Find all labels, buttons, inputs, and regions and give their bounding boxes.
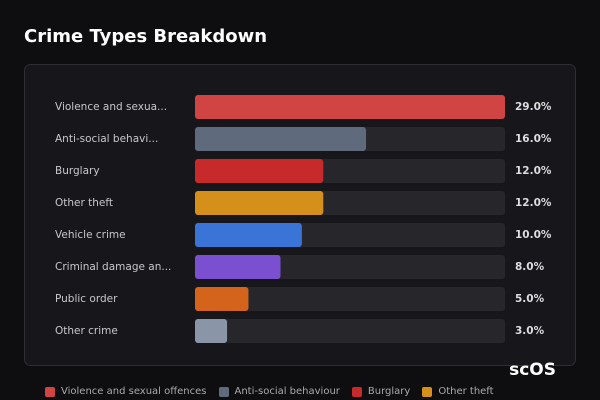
category-label: Vehicle crime [55,229,126,241]
bar [195,287,249,311]
legend-swatch [351,386,362,397]
category-label: Other theft [55,197,113,209]
value-label: 12.0% [515,165,552,177]
legend-label: Burglary [367,386,411,397]
legend-item: Violence and sexual offences [45,386,207,397]
chart-title: Crime Types Breakdown [24,26,267,47]
legend-swatch [45,386,55,397]
legend-item: Other theft [422,386,494,397]
legend-item: Anti-social behaviour [218,386,340,397]
value-label: 16.0% [515,133,552,145]
category-label: Burglary [55,165,100,177]
value-label: 3.0% [515,325,545,337]
bar [195,255,281,279]
legend-item: Burglary [351,386,411,397]
legend-label: Anti-social behaviour [234,386,340,397]
value-label: 8.0% [515,261,545,273]
bar [195,191,324,215]
legend-swatch [218,386,229,397]
legend-label: Other theft [438,386,494,397]
category-label: Anti-social behavi... [55,133,158,145]
bar [195,223,302,247]
legend-label: Violence and sexual offences [61,386,207,397]
bar-track [195,287,505,311]
watermark: scOS [509,360,556,380]
value-label: 29.0% [515,101,552,113]
bar [195,159,324,183]
value-label: 5.0% [515,293,545,305]
category-label: Public order [55,293,118,305]
bar [195,319,228,343]
legend: Violence and sexual offences Anti-social … [45,386,494,397]
category-label: Other crime [55,325,118,337]
category-label: Violence and sexua... [55,101,167,113]
value-label: 10.0% [515,229,552,241]
bar [195,127,367,151]
bar [195,95,505,119]
bar-track [195,319,505,343]
value-label: 12.0% [515,197,552,209]
legend-swatch [422,386,433,397]
category-label: Criminal damage an... [55,261,171,273]
